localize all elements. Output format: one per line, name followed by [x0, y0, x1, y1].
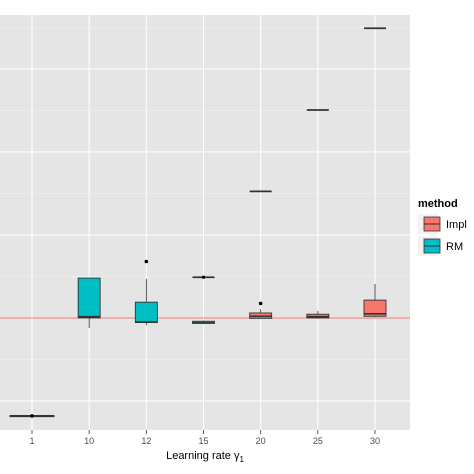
x-axis-title-subscript: 1	[239, 455, 244, 464]
box-rm-15	[192, 320, 215, 325]
box-impl-30	[363, 283, 387, 318]
outlier-point	[30, 414, 34, 418]
outlier-point	[258, 301, 263, 306]
x-tick-label: 10	[84, 436, 94, 446]
x-axis-title: Learning rate γ1	[166, 450, 244, 464]
legend-entries: Impl RM	[418, 214, 467, 256]
outlier-point	[144, 259, 149, 264]
major-gridlines	[0, 15, 410, 430]
legend: method Impl RM	[418, 198, 467, 256]
box-body	[134, 301, 158, 323]
legend-entry-rm: RM	[418, 236, 463, 256]
box-rm-1	[9, 414, 55, 418]
box-rm-12	[134, 259, 158, 326]
legend-label: Impl	[446, 219, 467, 231]
x-tick-label: 25	[313, 436, 323, 446]
legend-title: method	[418, 198, 458, 210]
x-tick-label: 12	[141, 436, 151, 446]
box-body	[77, 277, 101, 319]
legend-entry-impl: Impl	[418, 214, 467, 234]
minor-gridlines	[0, 27, 410, 360]
plot-panel	[0, 15, 410, 430]
box-rm-10	[77, 277, 101, 328]
box-impl-25	[306, 310, 330, 319]
x-axis-tick-labels: 1 10 12 15 20 25 30	[29, 436, 380, 446]
x-tick-label: 30	[370, 436, 380, 446]
x-tick-label: 20	[256, 436, 266, 446]
legend-label: RM	[446, 241, 463, 253]
x-tick-label: 15	[198, 436, 208, 446]
box-impl-20	[249, 301, 273, 319]
x-axis-ticks	[31, 430, 376, 434]
single-value-point	[201, 275, 206, 279]
box-body	[363, 299, 387, 317]
x-tick-label: 1	[29, 436, 34, 446]
box-marks	[9, 27, 387, 418]
